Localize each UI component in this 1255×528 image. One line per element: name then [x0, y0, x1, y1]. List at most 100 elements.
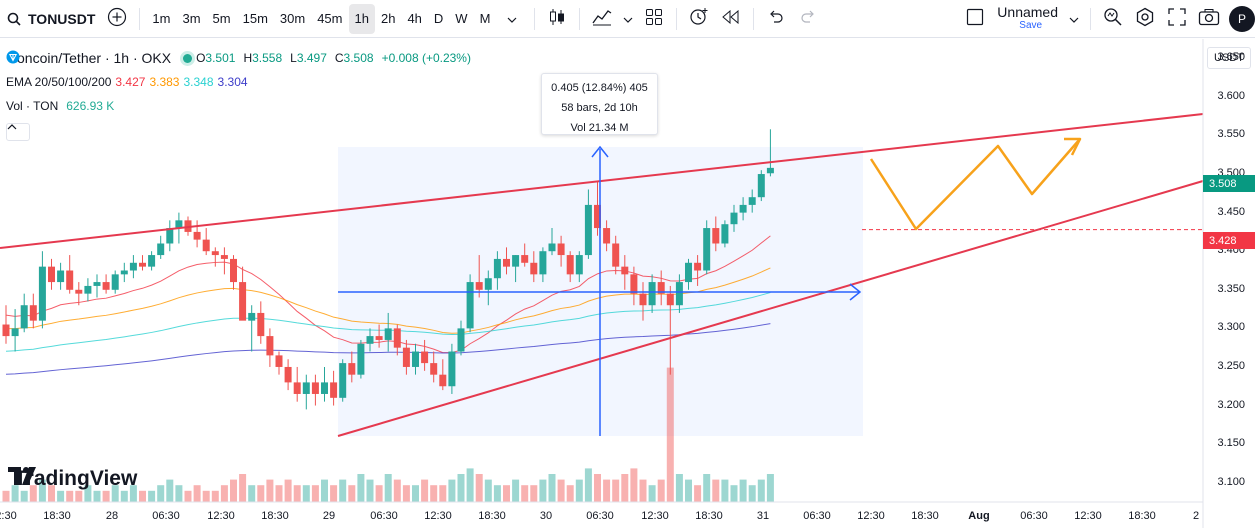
measure-arrowhead-right: [849, 283, 862, 301]
layouts-button[interactable]: [638, 4, 670, 34]
candle-body: [603, 228, 611, 244]
measure-bars: 58 bars, 2d 10h: [561, 102, 638, 114]
layout-select-checkbox[interactable]: [959, 4, 991, 34]
chart-canvas[interactable]: [0, 39, 1255, 528]
volume-bar: [129, 485, 137, 502]
interval-15m[interactable]: 15m: [242, 11, 268, 26]
volume-bar: [630, 468, 638, 502]
interval-30m[interactable]: 30m: [279, 11, 306, 26]
layout-dropdown-button[interactable]: [1064, 4, 1084, 34]
volume-bar: [248, 485, 256, 502]
replay-button[interactable]: [715, 4, 747, 34]
candle-body: [748, 197, 756, 205]
legend-vol-row[interactable]: Vol · TON 626.93 K: [6, 99, 118, 113]
time-label: 18:30: [478, 510, 506, 522]
settings-button[interactable]: [1129, 4, 1161, 34]
interval-3m[interactable]: 3m: [182, 11, 201, 26]
candle-body: [257, 312, 265, 337]
time-label: 12:30: [857, 510, 885, 522]
interval-5m[interactable]: 5m: [212, 11, 231, 26]
candle-body: [266, 336, 274, 356]
volume-bar: [557, 479, 565, 502]
candle-body: [466, 282, 474, 329]
user-menu-button[interactable]: P: [1225, 4, 1255, 34]
candle-body: [475, 282, 483, 290]
fullscreen-button[interactable]: [1161, 4, 1193, 34]
candle-body: [166, 228, 174, 244]
price-label: 3.450: [1217, 205, 1245, 218]
candle-body: [157, 243, 165, 256]
interval-1h[interactable]: 1h: [348, 3, 375, 34]
time-label: 30: [539, 510, 553, 522]
chart-type-button[interactable]: [541, 4, 573, 34]
volume-bar: [157, 485, 165, 502]
ema-value: 3.427: [115, 75, 146, 89]
volume-bar: [521, 485, 529, 502]
price-label: 3.300: [1217, 321, 1245, 334]
interval-dropdown-button[interactable]: [496, 4, 528, 34]
volume-bar: [57, 490, 65, 502]
volume-bar: [20, 490, 28, 502]
volume-bar: [475, 474, 483, 502]
volume-bar: [493, 485, 501, 502]
interval-2h[interactable]: 2h: [380, 11, 396, 26]
ohlc-value: 3.558: [252, 51, 283, 65]
snapshot-button[interactable]: [1193, 4, 1225, 34]
top-toolbar: TONUSDT 1m 3m 5m 15m 30m 45m 1h 2h 4h D W M: [0, 0, 1255, 38]
price-label: 3.150: [1217, 437, 1245, 450]
candle-body: [330, 382, 338, 398]
chart-pane[interactable]: Toncoin/Tether · 1h · OKX O3.501 H3.558 L3…: [0, 39, 1255, 528]
interval-4h[interactable]: 4h: [407, 11, 422, 26]
time-label: 31: [756, 510, 770, 522]
projection-arrowhead: [1064, 137, 1082, 156]
candle-body: [111, 274, 119, 290]
alert-button[interactable]: [683, 4, 715, 34]
volume-bar: [321, 479, 328, 502]
candle-body: [393, 328, 401, 348]
volume-bar: [148, 490, 156, 502]
time-label: 18:30: [1128, 510, 1156, 522]
legend-collapse-button[interactable]: [6, 123, 30, 141]
time-label: 12:30: [641, 510, 669, 522]
redo-button[interactable]: [792, 4, 824, 34]
candle-body: [275, 355, 283, 367]
quick-search-button[interactable]: [1097, 4, 1129, 34]
indicators-button[interactable]: [586, 4, 618, 34]
volume-bar: [685, 479, 692, 502]
interval-45m[interactable]: 45m: [317, 11, 343, 26]
search-icon: [0, 4, 28, 34]
divider: [676, 7, 678, 30]
volume-bar: [120, 490, 128, 502]
ohlc-item: C3.508: [335, 51, 378, 65]
volume-bar: [339, 479, 347, 502]
price-scale[interactable]: USDT 3.650 3.600 3.550 3.500 3.450 3.400 3.350…: [1203, 39, 1255, 502]
undo-button[interactable]: [760, 4, 792, 34]
indicators-dropdown-button[interactable]: [618, 4, 638, 34]
volume-bar: [357, 474, 365, 502]
time-label: 18:30: [911, 510, 939, 522]
candle-body: [657, 282, 665, 294]
layout-save-link[interactable]: Save: [1019, 19, 1043, 31]
candle-body: [739, 204, 747, 213]
candle-body: [666, 293, 674, 306]
symbol-search-button[interactable]: TONUSDT: [0, 4, 101, 34]
volume-bar: [694, 485, 702, 502]
volume-bar: [766, 474, 774, 502]
legend-title[interactable]: Toncoin/Tether · 1h · OKX: [10, 50, 172, 66]
candle-body: [48, 266, 55, 283]
volume-bar: [239, 474, 247, 502]
interval-1m[interactable]: 1m: [152, 11, 171, 26]
candle-body: [457, 328, 465, 352]
interval-M[interactable]: M: [479, 11, 491, 26]
tradingview-logo[interactable]: TradingView: [8, 467, 137, 491]
legend-ema-row[interactable]: EMA 20/50/100/200 3.427 3.383 3.348 3.304: [6, 75, 256, 89]
volume-bar: [639, 479, 647, 502]
volume-bar: [530, 485, 538, 502]
layout-name-button[interactable]: Unnamed Save: [991, 4, 1064, 34]
compare-symbol-button[interactable]: [101, 4, 133, 34]
indicators-icon: [591, 7, 613, 30]
candle-body: [484, 278, 492, 290]
interval-W[interactable]: W: [455, 11, 468, 26]
currency-button[interactable]: USDT: [1207, 47, 1251, 69]
interval-D[interactable]: D: [433, 11, 444, 26]
